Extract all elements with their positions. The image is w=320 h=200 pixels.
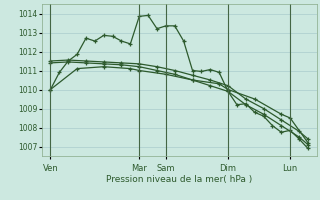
X-axis label: Pression niveau de la mer( hPa ): Pression niveau de la mer( hPa ) bbox=[106, 175, 252, 184]
